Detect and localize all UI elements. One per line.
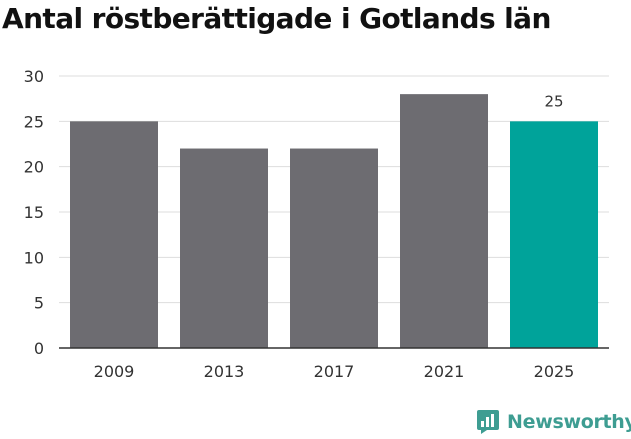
y-tick-label: 10 [24,248,44,267]
y-axis-ticks: 0 5 10 15 20 25 30 [24,67,44,358]
y-tick-label: 25 [24,112,44,131]
bars [70,94,598,348]
bar-2009 [70,121,158,348]
x-tick-label: 2017 [314,362,355,381]
bar-chart-logo-icon [477,410,499,434]
data-labels: 25 [544,92,563,110]
y-tick-label: 15 [24,203,44,222]
x-tick-label: 2025 [534,362,575,381]
x-tick-label: 2009 [94,362,135,381]
newsworthy-brand: Newsworthy [476,406,631,438]
data-label: 25 [544,92,563,110]
chart-title: Antal röstberättigade i Gotlands län [2,2,551,35]
x-tick-label: 2013 [204,362,245,381]
bar-2025 [510,121,598,348]
y-tick-label: 0 [34,339,44,358]
y-tick-label: 30 [24,67,44,86]
bar-2021 [400,94,488,348]
bar-2013 [180,148,268,348]
x-tick-label: 2021 [424,362,465,381]
brand-name: Newsworthy [507,411,631,433]
bar-2017 [290,148,378,348]
x-axis-ticks: 2009 2013 2017 2021 2025 [94,362,575,381]
y-tick-label: 5 [34,294,44,313]
y-tick-label: 20 [24,158,44,177]
